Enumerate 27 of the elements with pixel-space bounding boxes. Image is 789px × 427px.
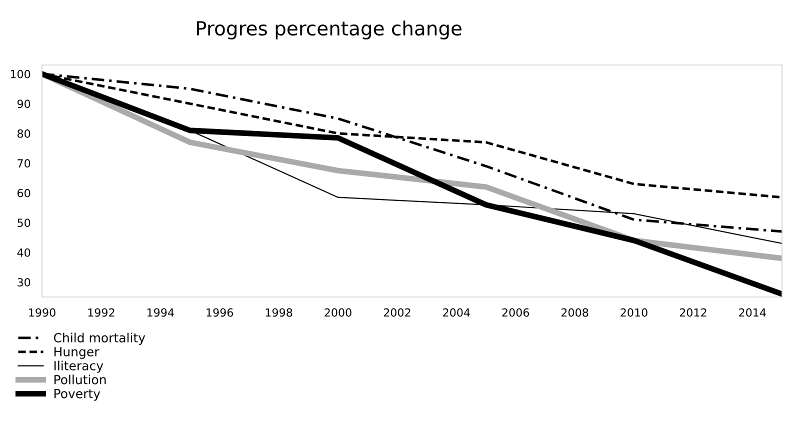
x-tick-label: 1998 <box>266 308 292 317</box>
y-tick-label: 70 <box>18 159 30 168</box>
legend-label: Poverty <box>54 389 100 401</box>
x-tick-label: 1994 <box>147 308 174 317</box>
x-tick-label: 2008 <box>561 308 588 317</box>
legend-label: Iliteracy <box>54 360 104 373</box>
x-tick-label: 2012 <box>680 308 706 317</box>
x-tick-label: 2000 <box>324 308 352 317</box>
y-tick-label: 40 <box>17 248 30 257</box>
legend-label: Pollution <box>54 374 106 384</box>
x-tick-label: 2010 <box>620 308 648 317</box>
legend-label: Hunger <box>54 347 100 359</box>
x-tick-label: 2006 <box>502 308 530 317</box>
y-tick-label: 30 <box>18 278 30 287</box>
x-tick-label: 2014 <box>739 308 766 317</box>
chart-title: Progres percentage change <box>196 20 462 40</box>
x-tick-label: 1996 <box>206 308 234 317</box>
x-tick-label: 1990 <box>29 308 56 317</box>
y-tick-label: 60 <box>18 188 30 198</box>
legend-label: Child mortality <box>54 332 146 345</box>
y-tick-label: 80 <box>18 129 30 138</box>
x-tick-label: 2004 <box>443 308 470 317</box>
y-tick-label: 100 <box>10 70 30 78</box>
y-tick-label: 50 <box>18 218 30 228</box>
x-tick-label: 1992 <box>88 308 114 317</box>
y-tick-label: 90 <box>17 100 30 108</box>
x-tick-label: 2002 <box>384 308 410 317</box>
